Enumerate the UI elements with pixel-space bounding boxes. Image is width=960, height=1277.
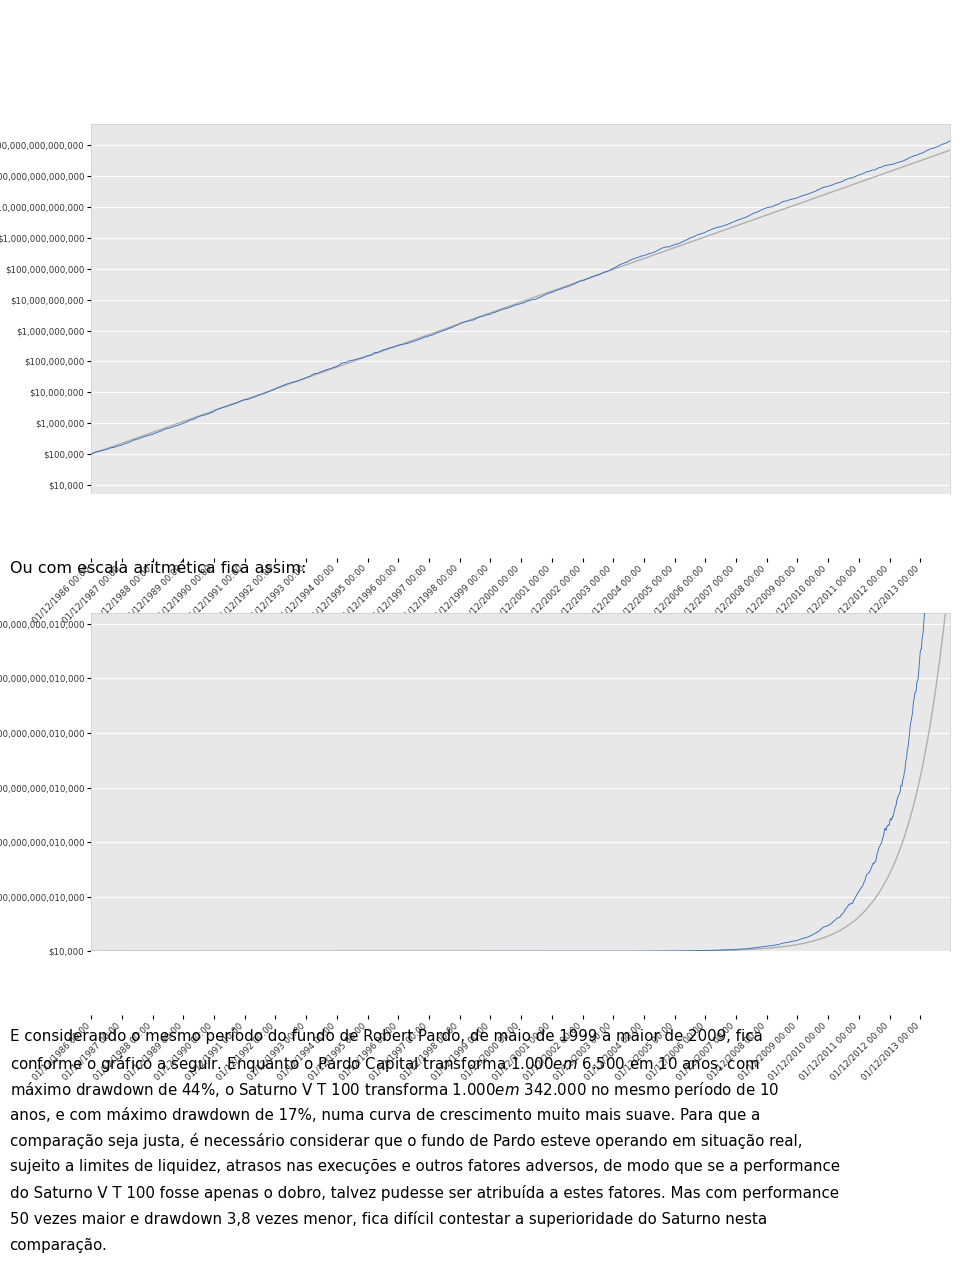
Text: comparação seja justa, é necessário considerar que o fundo de Pardo esteve opera: comparação seja justa, é necessário cons… — [10, 1133, 803, 1149]
Text: do Saturno V T 100 fosse apenas o dobro, talvez pudesse ser atribuída a estes fa: do Saturno V T 100 fosse apenas o dobro,… — [10, 1185, 839, 1202]
Text: E considerando o mesmo período do fundo de Robert Pardo, de maio de 1999 a maior: E considerando o mesmo período do fundo … — [10, 1028, 762, 1045]
Text: conforme o gráfico a seguir. Enquanto o Pardo Capital transforma $ 1.000 em $ 6.: conforme o gráfico a seguir. Enquanto o … — [10, 1055, 759, 1074]
Text: máximo drawdown de 44%, o Saturno V T 100 transforma $ 1.000 em $ 342.000 no mes: máximo drawdown de 44%, o Saturno V T 10… — [10, 1080, 779, 1101]
Text: 50 vezes maior e drawdown 3,8 vezes menor, fica difícil contestar a superioridad: 50 vezes maior e drawdown 3,8 vezes meno… — [10, 1212, 767, 1227]
Text: sujeito a limites de liquidez, atrasos nas execuções e outros fatores adversos, : sujeito a limites de liquidez, atrasos n… — [10, 1160, 840, 1174]
Text: comparação.: comparação. — [10, 1237, 108, 1253]
Text: Ou com escala aritmética fica assim:: Ou com escala aritmética fica assim: — [10, 562, 306, 576]
Text: anos, e com máximo drawdown de 17%, numa curva de crescimento muito mais suave. : anos, e com máximo drawdown de 17%, numa… — [10, 1107, 760, 1122]
